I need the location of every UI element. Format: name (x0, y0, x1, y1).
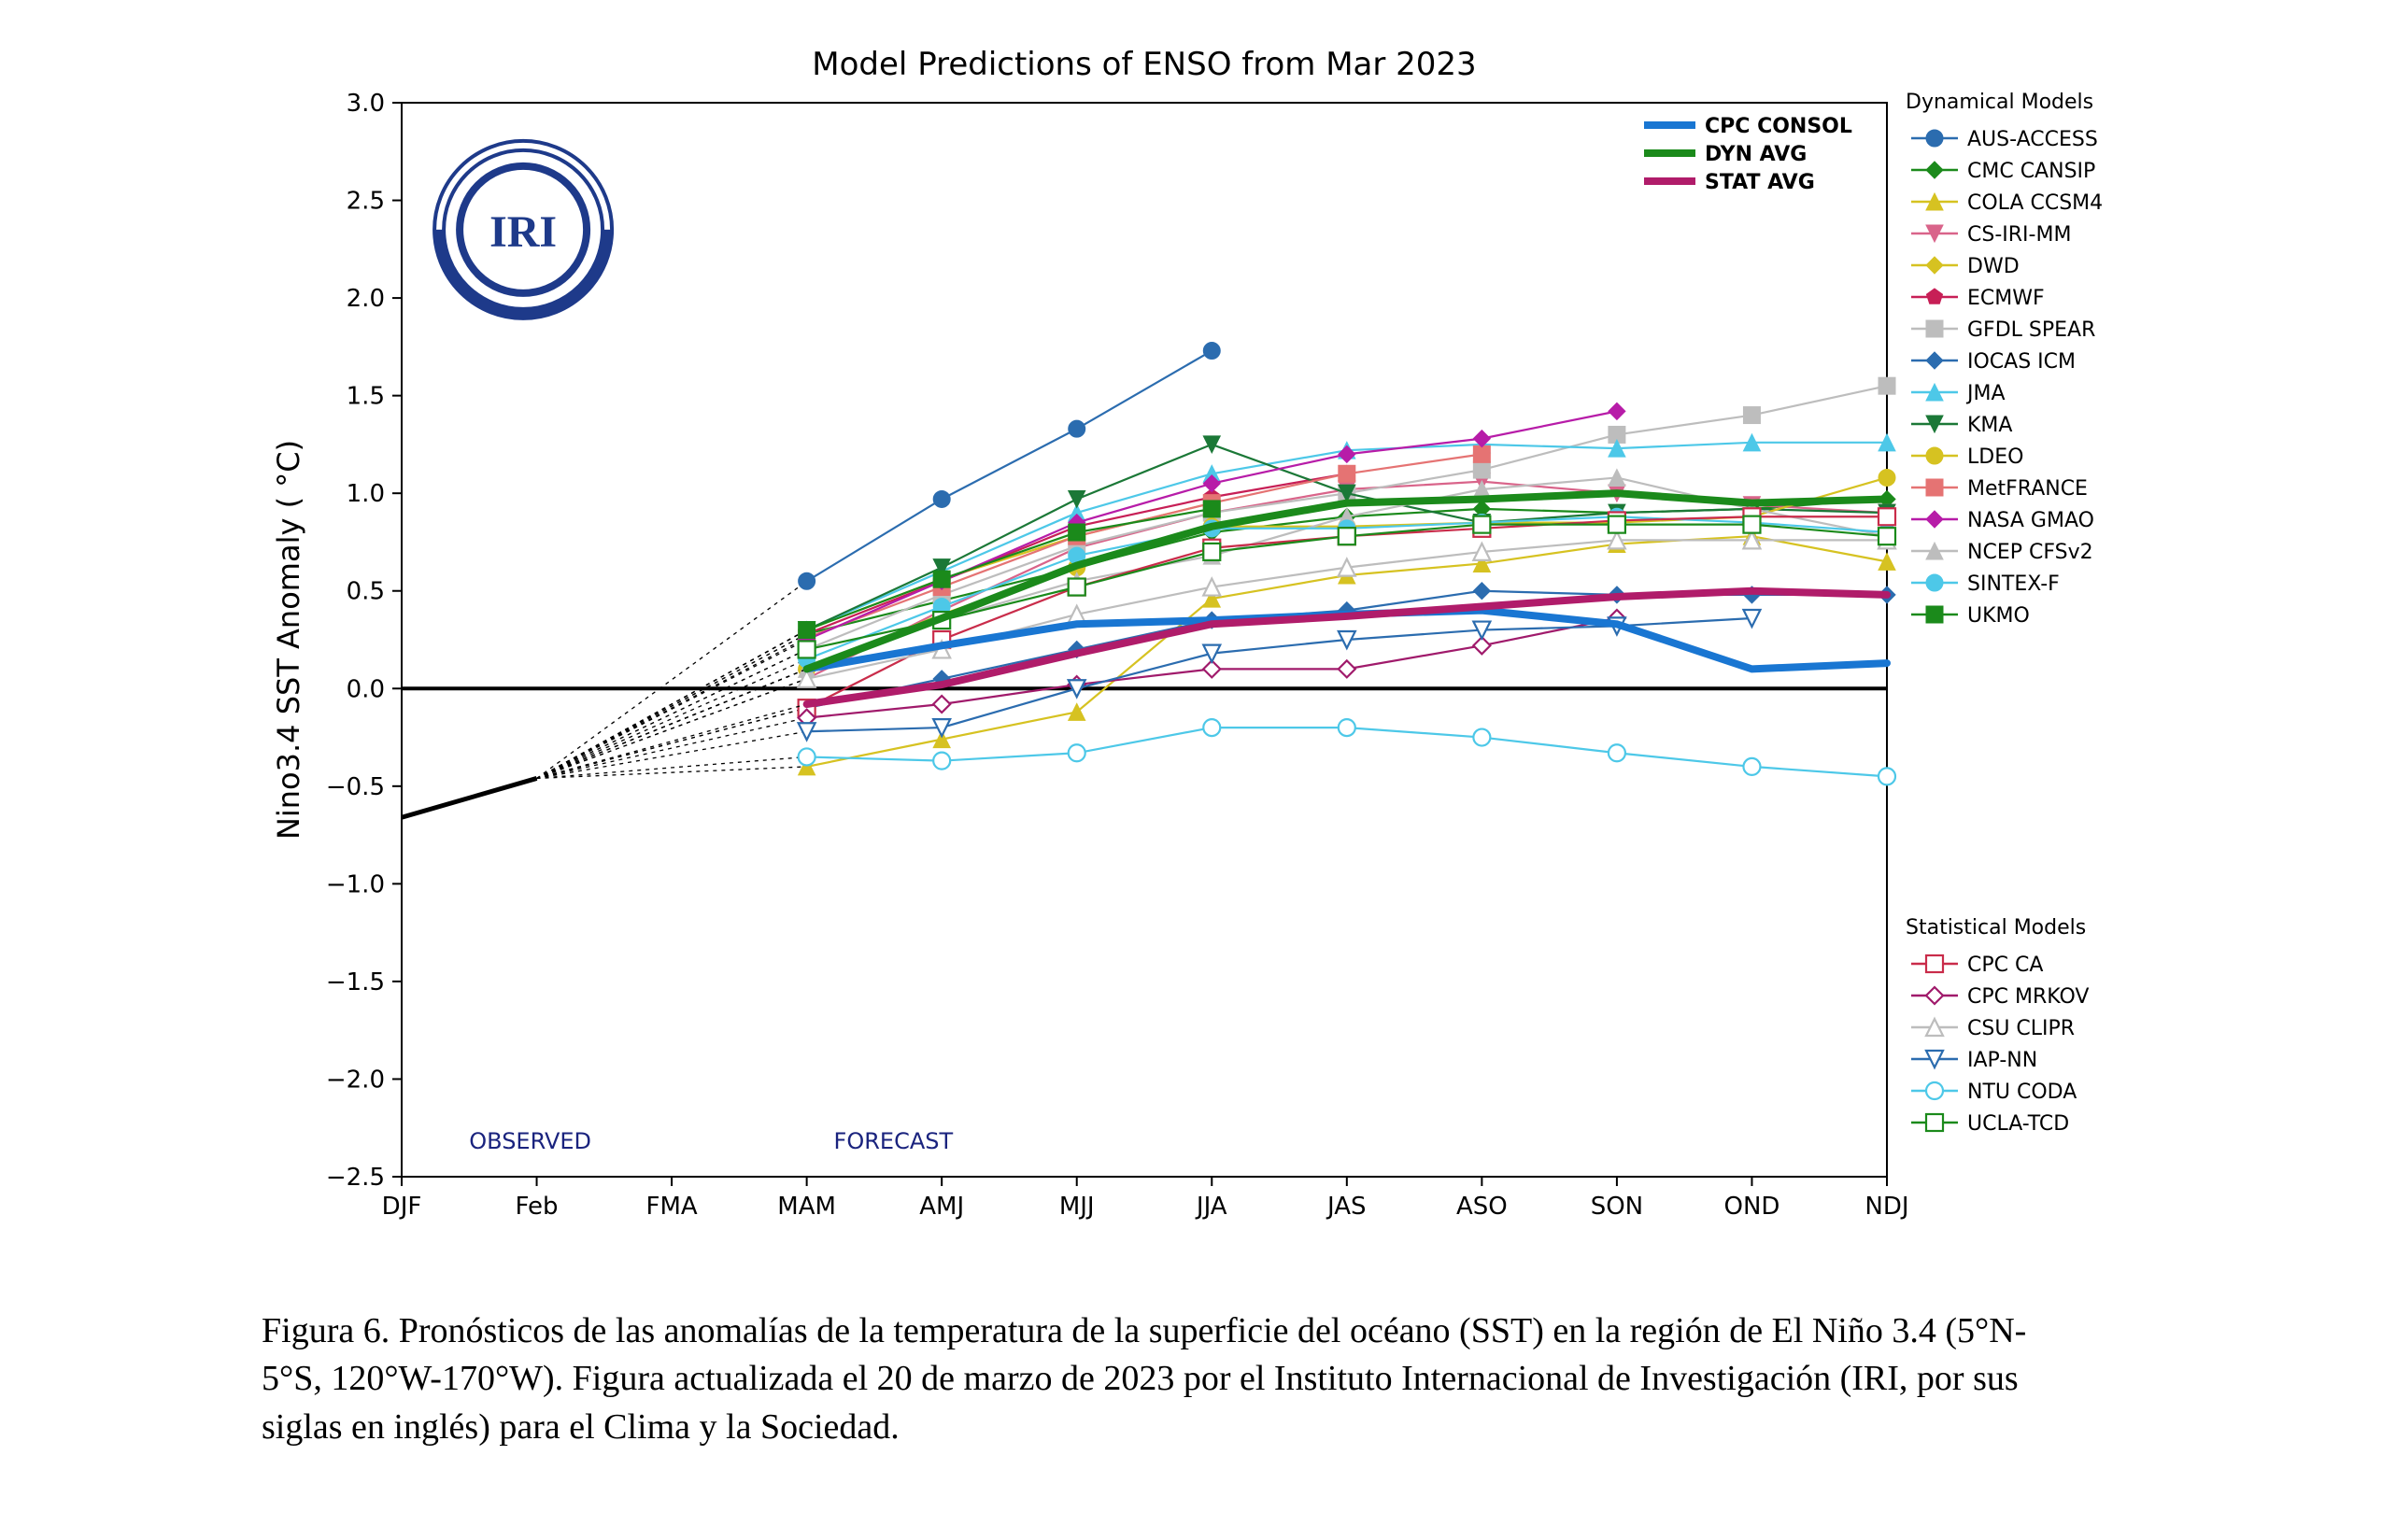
svg-text:Statistical Models: Statistical Models (1906, 916, 2086, 940)
svg-text:JAS: JAS (1326, 1193, 1367, 1221)
svg-text:FMA: FMA (645, 1193, 697, 1221)
svg-text:CSU CLIPR: CSU CLIPR (1967, 1017, 2075, 1040)
svg-text:Nino3.4 SST Anomaly ( °C): Nino3.4 SST Anomaly ( °C) (271, 440, 306, 840)
svg-text:0.0: 0.0 (347, 675, 385, 703)
svg-text:1.5: 1.5 (347, 383, 385, 411)
chart-container: −2.5 −2.0 −1.5 −1.0 −0.5 0.0 0.5 1.0 1.5 2.0 2.5 3.… (243, 28, 2326, 1261)
svg-text:DYN AVG: DYN AVG (1705, 143, 1807, 166)
svg-text:OBSERVED: OBSERVED (469, 1128, 591, 1154)
svg-text:JMA: JMA (1965, 382, 2006, 405)
svg-text:UKMO: UKMO (1967, 604, 2030, 628)
svg-text:ASO: ASO (1456, 1193, 1508, 1221)
svg-text:NDJ: NDJ (1864, 1193, 1908, 1221)
svg-text:1.0: 1.0 (347, 480, 385, 508)
svg-text:IAP-NN: IAP-NN (1967, 1049, 2037, 1072)
svg-text:DJF: DJF (382, 1193, 422, 1221)
figure-caption: Figura 6. Pronósticos de las anomalías d… (262, 1307, 2083, 1451)
svg-text:KMA: KMA (1967, 414, 2012, 437)
svg-text:−0.5: −0.5 (326, 773, 385, 801)
svg-text:FORECAST: FORECAST (834, 1128, 954, 1154)
svg-text:GFDL SPEAR: GFDL SPEAR (1967, 318, 2095, 342)
svg-text:CMC CANSIP: CMC CANSIP (1967, 160, 2095, 183)
svg-text:STAT AVG: STAT AVG (1705, 171, 1815, 194)
svg-text:NASA GMAO: NASA GMAO (1967, 509, 2094, 532)
svg-text:ECMWF: ECMWF (1967, 287, 2045, 310)
svg-text:MAM: MAM (777, 1193, 836, 1221)
svg-text:−2.5: −2.5 (326, 1164, 385, 1192)
page: −2.5 −2.0 −1.5 −1.0 −0.5 0.0 0.5 1.0 1.5 2.0 2.5 3.… (0, 0, 2382, 1540)
svg-text:0.5: 0.5 (347, 578, 385, 606)
svg-text:IRI: IRI (489, 207, 557, 257)
svg-text:CPC CONSOL: CPC CONSOL (1705, 115, 1852, 138)
svg-text:SON: SON (1591, 1193, 1643, 1221)
svg-text:Model Predictions of ENSO from: Model Predictions of ENSO from Mar 2023 (812, 46, 1476, 83)
svg-text:OND: OND (1723, 1193, 1779, 1221)
svg-text:2.0: 2.0 (347, 285, 385, 313)
svg-text:Feb: Feb (516, 1193, 559, 1221)
svg-text:CPC CA: CPC CA (1967, 954, 2043, 977)
svg-text:−1.5: −1.5 (326, 968, 385, 996)
svg-text:UCLA-TCD: UCLA-TCD (1967, 1112, 2069, 1136)
svg-text:3.0: 3.0 (347, 90, 385, 118)
svg-text:IOCAS ICM: IOCAS ICM (1967, 350, 2076, 374)
enso-chart: −2.5 −2.0 −1.5 −1.0 −0.5 0.0 0.5 1.0 1.5 2.0 2.5 3.… (243, 28, 2326, 1261)
svg-text:CS-IRI-MM: CS-IRI-MM (1967, 223, 2071, 247)
svg-text:−1.0: −1.0 (326, 870, 385, 898)
svg-text:CPC MRKOV: CPC MRKOV (1967, 985, 2089, 1009)
svg-text:DWD: DWD (1967, 255, 2020, 278)
svg-text:SINTEX-F: SINTEX-F (1967, 572, 2060, 596)
svg-text:2.5: 2.5 (347, 188, 385, 216)
svg-text:−2.0: −2.0 (326, 1066, 385, 1094)
svg-text:NCEP CFSv2: NCEP CFSv2 (1967, 541, 2093, 564)
svg-text:AMJ: AMJ (919, 1193, 964, 1221)
svg-text:LDEO: LDEO (1967, 445, 2023, 469)
svg-text:COLA CCSM4: COLA CCSM4 (1967, 191, 2103, 215)
svg-text:NTU CODA: NTU CODA (1967, 1081, 2077, 1104)
svg-text:JJA: JJA (1195, 1193, 1227, 1221)
svg-text:MetFRANCE: MetFRANCE (1967, 477, 2088, 501)
svg-text:MJJ: MJJ (1059, 1193, 1095, 1221)
svg-text:Dynamical Models: Dynamical Models (1906, 91, 2093, 114)
svg-text:AUS-ACCESS: AUS-ACCESS (1967, 128, 2098, 151)
